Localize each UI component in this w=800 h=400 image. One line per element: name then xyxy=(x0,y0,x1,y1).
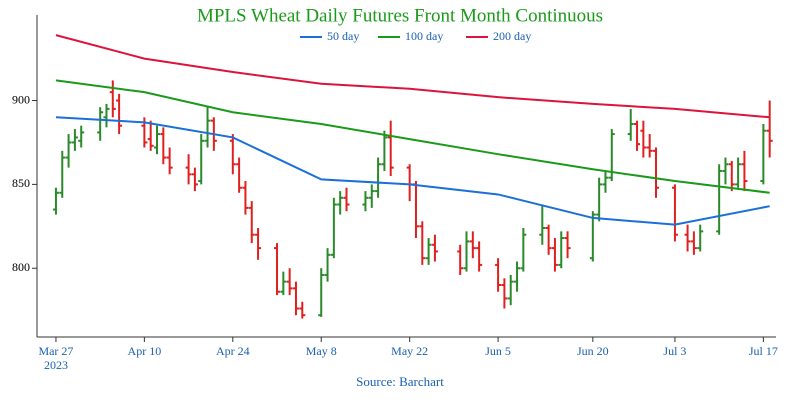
ma-line xyxy=(55,79,770,194)
x-tick-label: Mar 27 xyxy=(38,344,74,358)
x-tick-label: May 22 xyxy=(391,344,429,358)
y-tick-label: 900 xyxy=(12,92,30,106)
x-tick-label: Apr 10 xyxy=(127,344,162,358)
chart-title: MPLS Wheat Daily Futures Front Month Con… xyxy=(197,5,603,26)
y-tick-label: 800 xyxy=(12,260,30,274)
x-tick-label: Jun 20 xyxy=(576,344,609,358)
x-year-label: 2023 xyxy=(43,358,68,372)
x-tick-label: Jul 17 xyxy=(748,344,778,358)
ma-line xyxy=(55,34,770,119)
x-tick-label: Apr 24 xyxy=(215,344,250,358)
x-tick-label: Jul 3 xyxy=(663,344,687,358)
source: Source: Barchart xyxy=(356,374,444,389)
legend-label: 50 day xyxy=(327,29,359,43)
x-tick-label: Jun 5 xyxy=(485,344,511,358)
legend-label: 200 day xyxy=(493,29,531,43)
x-tick-label: May 8 xyxy=(305,344,337,358)
legend-label: 100 day xyxy=(405,29,443,43)
y-tick-label: 850 xyxy=(12,176,30,190)
ma-line xyxy=(55,116,770,226)
